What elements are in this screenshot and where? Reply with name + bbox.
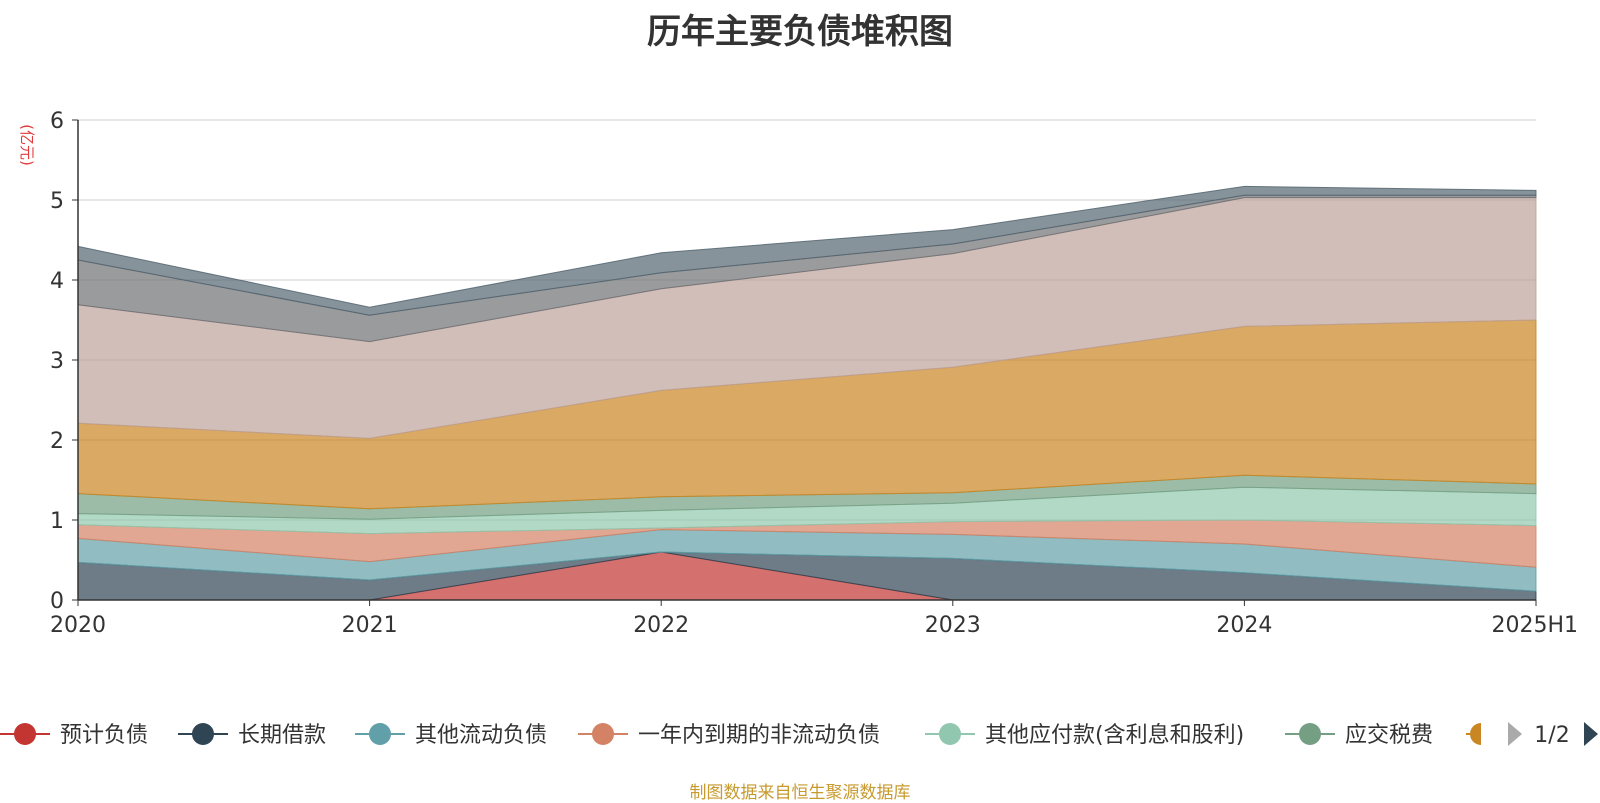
- legend-item-5[interactable]: 应交税费: [1285, 723, 1433, 748]
- legend-marker: [1299, 723, 1321, 745]
- legend-page-indicator: 1/2: [1534, 723, 1569, 748]
- x-tick-label: 2025H1: [1491, 613, 1578, 638]
- legend-label: 其他应付款(含利息和股利): [985, 723, 1244, 748]
- legend-item-0[interactable]: 预计负债: [0, 723, 148, 748]
- y-axis-label: (亿元): [18, 124, 36, 166]
- area-series-9[interactable]: [77, 185, 1537, 316]
- x-tick-label: 2022: [633, 613, 689, 638]
- y-tick-label: 4: [50, 269, 64, 294]
- area-series-layer: [77, 185, 1537, 601]
- legend-marker: [369, 723, 391, 745]
- legend-label: 其他流动负债: [415, 723, 547, 748]
- legend-marker: [939, 723, 961, 745]
- x-tick-label: 2024: [1216, 613, 1272, 638]
- legend-item-2[interactable]: 其他流动负债: [355, 723, 547, 748]
- legend-marker: [592, 723, 614, 745]
- y-tick-label: 5: [50, 189, 64, 214]
- legend-label: 应交税费: [1345, 723, 1433, 748]
- legend-label: 预计负债: [60, 723, 148, 748]
- y-tick-label: 6: [50, 109, 64, 134]
- legend-prev-arrow-icon[interactable]: [1508, 722, 1522, 746]
- legend-item-1[interactable]: 长期借款: [178, 723, 326, 748]
- legend-item-3[interactable]: 一年内到期的非流动负债: [578, 723, 880, 748]
- legend-marker: [1470, 723, 1481, 745]
- source-note: 制图数据来自恒生聚源数据库: [689, 783, 911, 803]
- legend-next-arrow-icon[interactable]: [1584, 722, 1598, 746]
- legend-marker: [192, 723, 214, 745]
- x-tick-label: 2023: [925, 613, 981, 638]
- legend-item-4[interactable]: 其他应付款(含利息和股利): [925, 723, 1244, 748]
- y-tick-label: 0: [50, 589, 64, 614]
- axes: 0 1 2 3 4 5 6 2020 2021 2022 2023 2024 2025H1 (亿元): [18, 109, 1578, 638]
- legend-item-6[interactable]: [1466, 723, 1481, 745]
- legend-label: 长期借款: [238, 723, 326, 748]
- y-tick-label: 2: [50, 429, 64, 454]
- chart-title: 历年主要负债堆积图: [647, 12, 953, 52]
- legend: 预计负债 长期借款 其他流动负债 一年内到期的非流动负债 其他应付款(含利息和股利) 应交…: [0, 722, 1598, 748]
- legend-marker: [14, 723, 36, 745]
- x-tick-label: 2021: [342, 613, 398, 638]
- legend-label: 一年内到期的非流动负债: [638, 723, 880, 748]
- x-tick-label: 2020: [50, 613, 106, 638]
- y-tick-label: 3: [50, 349, 64, 374]
- y-tick-label: 1: [50, 509, 64, 534]
